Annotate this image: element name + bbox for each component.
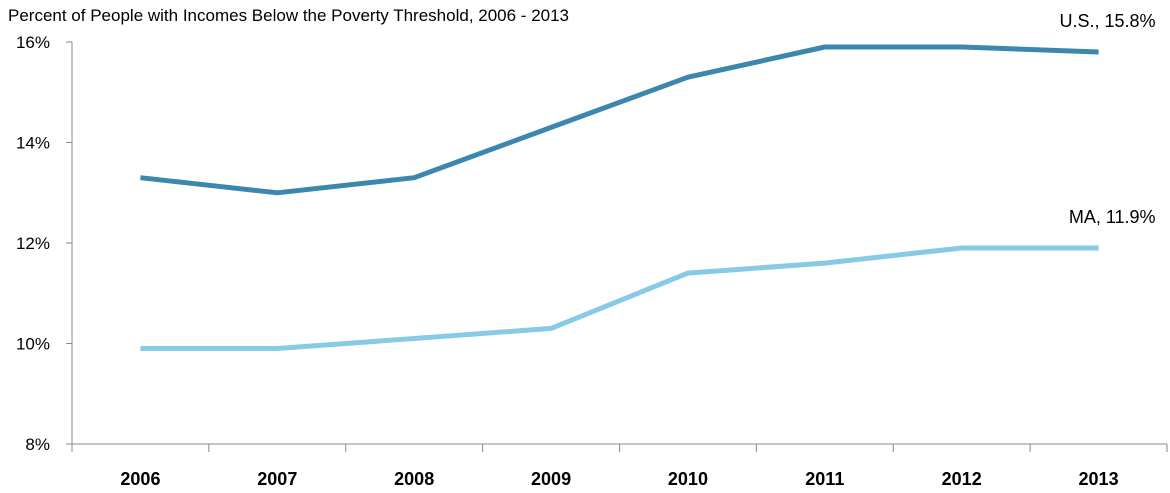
y-tick-label: 16% [16, 33, 50, 52]
y-tick-label: 14% [16, 134, 50, 153]
x-tick-label: 2012 [942, 469, 982, 489]
x-tick-label: 2011 [805, 469, 844, 489]
x-tick-label: 2008 [394, 469, 434, 489]
y-tick-label: 8% [25, 435, 50, 454]
y-tick-label: 10% [16, 335, 50, 354]
x-tick-label: 2010 [668, 469, 708, 489]
series-line-u-s [140, 44, 1099, 196]
series-end-label: MA, 11.9% [1069, 207, 1156, 227]
y-tick-label: 12% [16, 234, 50, 253]
x-tick-label: 2013 [1079, 469, 1119, 489]
chart-title: Percent of People with Incomes Below the… [8, 6, 570, 25]
series-end-label: U.S., 15.8% [1060, 11, 1156, 31]
x-tick-label: 2006 [120, 469, 160, 489]
x-tick-label: 2007 [257, 469, 297, 489]
series-line-ma [140, 245, 1099, 351]
x-tick-label: 2009 [531, 469, 571, 489]
